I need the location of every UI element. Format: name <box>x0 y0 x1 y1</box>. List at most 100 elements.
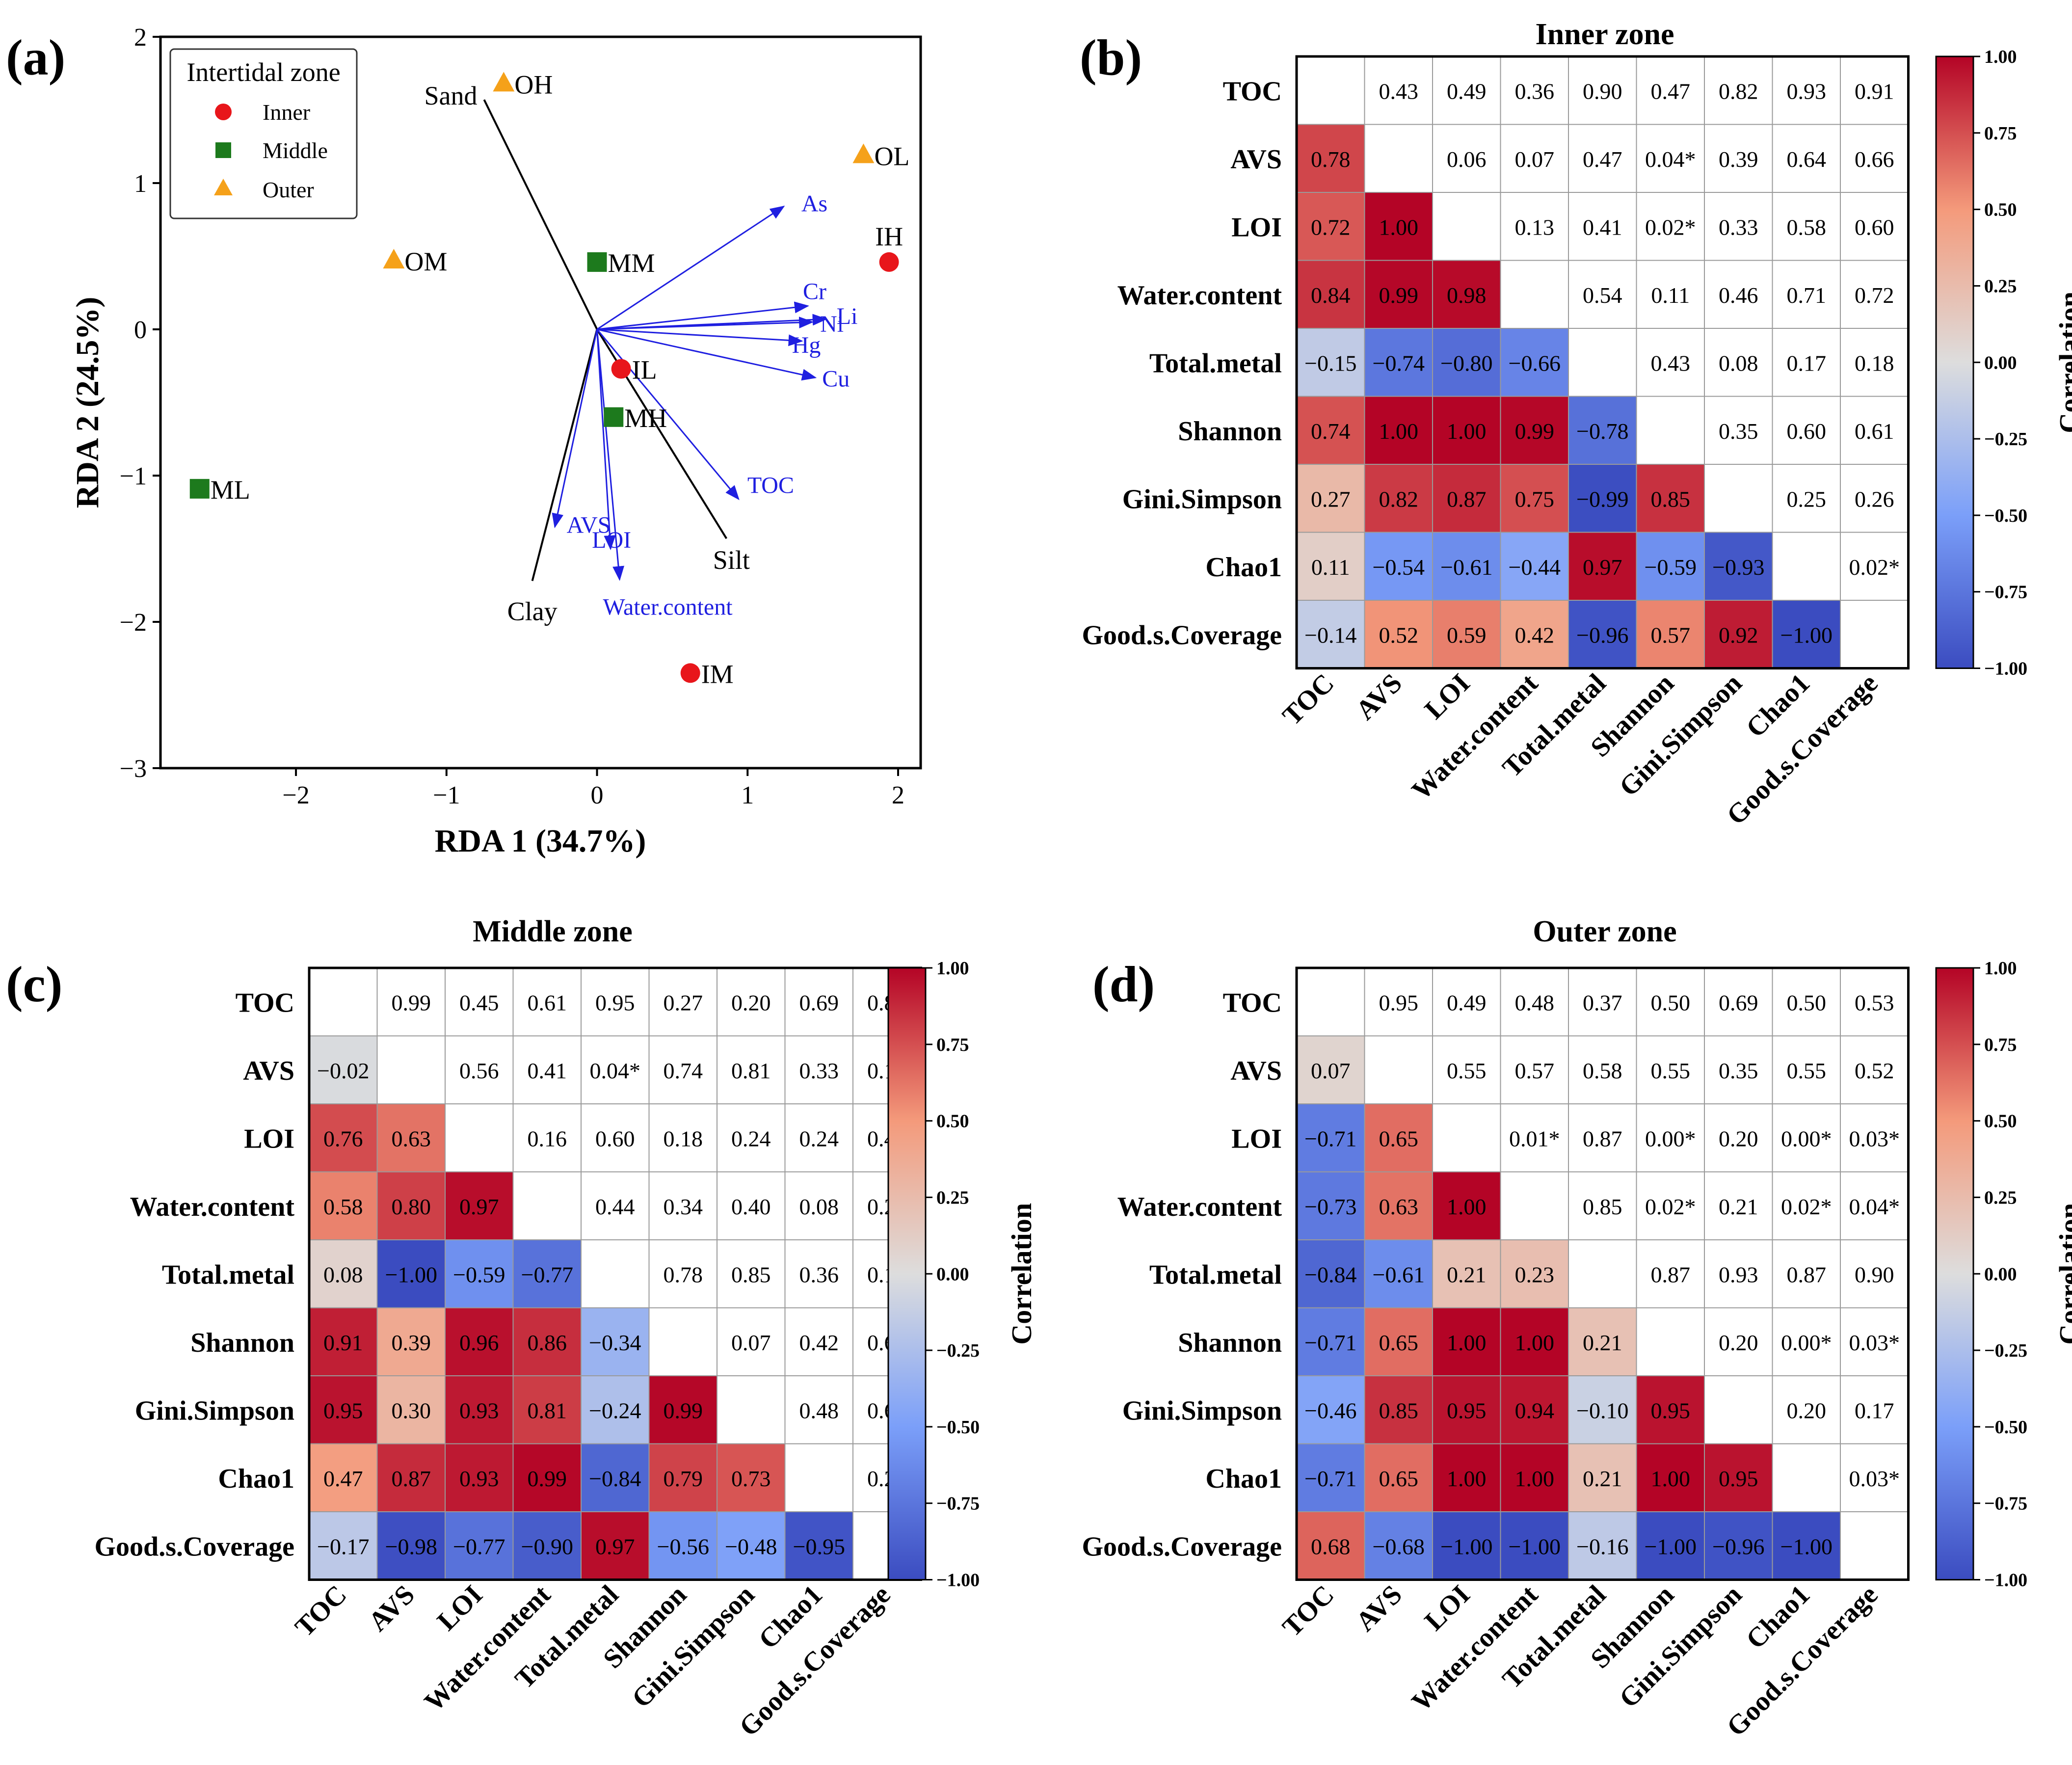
env-arrow-cr <box>597 301 809 330</box>
pvalue: 0.00* <box>1781 1126 1832 1151</box>
pvalue: 0.44 <box>595 1194 635 1219</box>
corr-value: −0.84 <box>589 1466 641 1491</box>
panel-label-c: (c) <box>6 956 62 1013</box>
pvalue-cell <box>445 1103 514 1173</box>
corr-value: 0.21 <box>1583 1330 1622 1355</box>
row-label: TOC <box>1223 76 1282 107</box>
corr-cell <box>1704 1511 1773 1580</box>
pvalue: 0.82 <box>1719 79 1758 104</box>
corr-value: 0.80 <box>392 1194 431 1219</box>
colorbar-tick-label: 0.25 <box>1984 1187 2017 1208</box>
pvalue: 0.54 <box>1583 283 1622 308</box>
pvalue-cell <box>309 967 378 1037</box>
corr-value: 0.93 <box>459 1398 499 1423</box>
colorbar <box>887 967 927 1580</box>
pvalue-cell <box>376 1035 446 1104</box>
pvalue: 0.18 <box>664 1126 703 1151</box>
pvalue-cell <box>1840 396 1909 465</box>
panel-label-a: (a) <box>6 29 65 86</box>
pvalue: 0.43 <box>1379 79 1419 104</box>
pvalue-cell <box>648 1239 717 1309</box>
corr-cell <box>1500 600 1569 669</box>
corr-cell <box>1296 1443 1365 1512</box>
corr-cell <box>1500 1443 1569 1512</box>
pvalue-cell <box>1772 532 1841 601</box>
corr-value: −1.00 <box>1780 1534 1833 1559</box>
row-label: Total.metal <box>1149 348 1282 378</box>
pvalue: 0.69 <box>799 990 839 1015</box>
corr-value: 0.72 <box>1311 214 1351 240</box>
corr-value: −0.44 <box>1509 555 1561 580</box>
corr-value: 0.75 <box>1515 486 1555 511</box>
pvalue-cell <box>1704 1171 1773 1240</box>
pvalue-cell <box>648 1103 717 1173</box>
colorbar-tick-label: −0.25 <box>1984 429 2027 450</box>
corr-value: −0.10 <box>1576 1398 1628 1423</box>
corr-cell <box>581 1511 650 1580</box>
corr-value: 0.97 <box>595 1534 635 1559</box>
pvalue-cell <box>1704 260 1773 329</box>
corr-value: 0.99 <box>528 1466 567 1491</box>
pvalue-cell <box>581 967 650 1037</box>
x-tick-label: 0 <box>591 781 604 809</box>
legend-marker-inner <box>215 104 232 120</box>
pvalue: 0.07 <box>1515 147 1555 172</box>
pvalue-cell <box>1704 124 1773 193</box>
corr-value: −0.96 <box>1576 622 1628 647</box>
pvalue: 0.26 <box>1855 486 1894 511</box>
row-label: Water.content <box>1117 280 1282 311</box>
heatmap-outer-zone: Outer zone 0.95 0.49 0.48 0.37 0.50 0.69 0.50 0.… <box>1082 915 2072 1742</box>
column-label: TOC <box>1277 668 1340 731</box>
corr-value: 0.52 <box>1379 622 1419 647</box>
panel-label-d: (d) <box>1092 956 1155 1013</box>
pvalue: 0.85 <box>1583 1194 1622 1219</box>
row-label: Water.content <box>130 1192 295 1222</box>
corr-value: 0.78 <box>1311 147 1351 172</box>
corr-value: 0.65 <box>1379 1330 1419 1355</box>
corr-cell <box>1296 1375 1365 1444</box>
pvalue: 0.57 <box>1515 1058 1555 1083</box>
corr-value: −0.95 <box>793 1534 845 1559</box>
pvalue-cell <box>1772 396 1841 465</box>
colorbar-tick-label: 1.00 <box>936 958 969 979</box>
corr-cell <box>1500 1307 1569 1376</box>
corr-cell <box>1432 1443 1501 1512</box>
env-arrow-label-loi: LOI <box>592 527 631 553</box>
corr-cell <box>1500 464 1569 533</box>
corr-cell <box>1432 1171 1501 1240</box>
pvalue-cell <box>784 967 853 1037</box>
pvalue-cell <box>1772 1239 1841 1309</box>
pvalue: 0.03* <box>1849 1330 1900 1355</box>
corr-value: 0.21 <box>1447 1262 1487 1287</box>
corr-value: 0.87 <box>1447 486 1487 511</box>
corr-cell <box>1500 532 1569 601</box>
corr-cell <box>512 1443 582 1512</box>
corr-value: −0.80 <box>1440 350 1492 375</box>
pvalue: 0.60 <box>1855 214 1894 240</box>
corr-value: 0.42 <box>1515 622 1555 647</box>
corr-cell <box>1296 1239 1365 1309</box>
pvalue: 0.02* <box>1781 1194 1832 1219</box>
pvalue-cell <box>717 1035 786 1104</box>
row-label: LOI <box>244 1123 294 1154</box>
corr-cell <box>309 1239 378 1309</box>
colorbar-tick-label: 0.25 <box>936 1187 969 1208</box>
legend-label-inner: Inner <box>263 100 310 125</box>
corr-cell <box>309 1103 378 1173</box>
pvalue: 0.69 <box>1719 990 1758 1015</box>
row-label: TOC <box>1223 988 1282 1018</box>
y-tick-label: 1 <box>134 170 147 198</box>
env-arrow-label-cr: Cr <box>803 278 826 304</box>
corr-cell <box>1296 1103 1365 1173</box>
colorbar-tick-label: 0.00 <box>1984 1264 2017 1284</box>
pvalue: 0.24 <box>731 1126 771 1151</box>
pvalue: 0.08 <box>799 1194 839 1219</box>
env-arrow-label-as: As <box>801 191 827 217</box>
column-label: LOI <box>1419 1579 1476 1636</box>
corr-cell <box>1568 1443 1637 1512</box>
x-tick-label: 2 <box>892 781 904 809</box>
legend-marker-outer <box>214 179 233 195</box>
pvalue: 0.95 <box>595 990 635 1015</box>
pvalue-cell <box>1500 124 1569 193</box>
corr-cell <box>581 1307 650 1376</box>
